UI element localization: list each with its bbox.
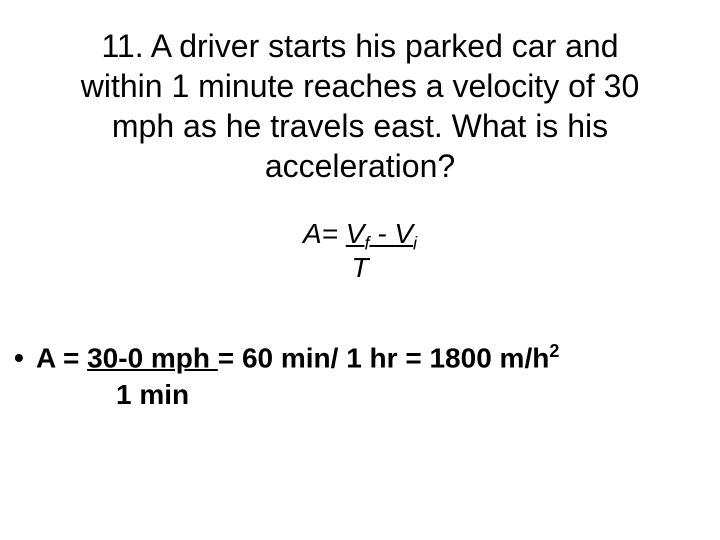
acceleration-formula: A= Vf - Vi T	[0, 218, 720, 284]
answer-block: •A = 30-0 mph = 60 min/ 1 hr = 1800 m/h2…	[14, 340, 714, 413]
answer-numerator: 30-0 mph	[87, 342, 218, 373]
vi-var: V	[394, 218, 413, 249]
answer-exponent: 2	[549, 341, 559, 361]
answer-line-1: •A = 30-0 mph = 60 min/ 1 hr = 1800 m/h2	[14, 340, 714, 377]
answer-line-2: 1 min	[14, 377, 714, 413]
eq2: =	[405, 342, 429, 373]
formula-lhs: A=	[303, 218, 346, 249]
bullet-icon: •	[14, 340, 36, 376]
vi-subscript: i	[413, 234, 417, 254]
slide: 11. A driver starts his parked car and w…	[0, 0, 720, 540]
answer-denominator: 1 min	[116, 379, 189, 410]
answer-mid: 60 min/ 1 hr	[242, 342, 405, 373]
vf-var: V	[346, 218, 365, 249]
answer-result: 1800 m/h	[429, 342, 549, 373]
question-text: 11. A driver starts his parked car and w…	[70, 26, 650, 186]
answer-lhs: A =	[36, 342, 87, 373]
formula-denominator: T	[0, 252, 720, 284]
minus: -	[369, 218, 394, 249]
formula-numerator: Vf - Vi	[346, 218, 417, 249]
eq1: =	[218, 342, 242, 373]
